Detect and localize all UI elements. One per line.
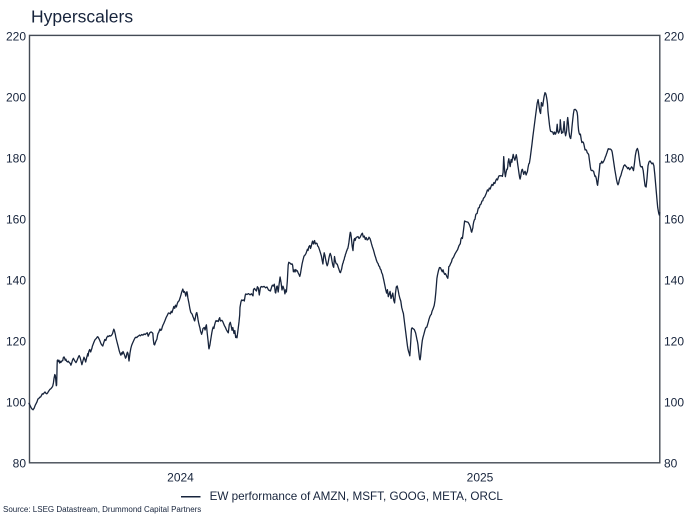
svg-text:220: 220	[6, 29, 26, 43]
svg-text:180: 180	[6, 151, 26, 165]
svg-text:100: 100	[6, 396, 26, 410]
svg-text:2025: 2025	[467, 470, 494, 484]
svg-text:120: 120	[664, 335, 684, 349]
svg-text:160: 160	[6, 213, 26, 227]
svg-text:Hyperscalers: Hyperscalers	[31, 7, 133, 27]
svg-text:220: 220	[664, 29, 684, 43]
svg-text:80: 80	[13, 457, 27, 471]
svg-text:200: 200	[664, 90, 684, 104]
svg-text:EW performance of AMZN, MSFT,: EW performance of AMZN, MSFT, GOOG, META…	[210, 490, 504, 503]
svg-text:200: 200	[6, 90, 26, 104]
svg-text:180: 180	[664, 151, 684, 165]
svg-text:140: 140	[6, 274, 26, 288]
svg-text:160: 160	[664, 213, 684, 227]
svg-text:2024: 2024	[167, 470, 194, 484]
svg-text:80: 80	[664, 457, 678, 471]
svg-text:120: 120	[6, 335, 26, 349]
svg-text:140: 140	[664, 274, 684, 288]
svg-text:Source: LSEG Datastream, Drumm: Source: LSEG Datastream, Drummond Capita…	[3, 505, 201, 514]
svg-text:100: 100	[664, 396, 684, 410]
